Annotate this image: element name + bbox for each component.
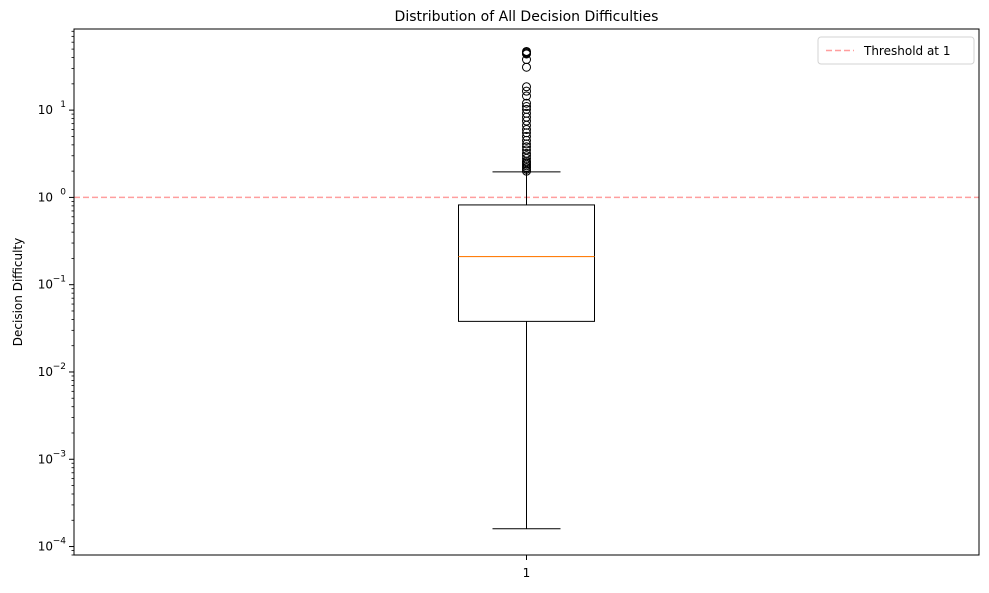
outlier-point: [522, 104, 531, 114]
y-tick-label: 10: [38, 540, 53, 554]
outlier-point: [522, 151, 531, 161]
y-tick-exponent: 1: [60, 100, 66, 110]
outlier-point: [522, 145, 531, 155]
y-tick-label: 10: [38, 365, 53, 379]
chart-title: Distribution of All Decision Difficultie…: [395, 9, 659, 25]
outlier-point: [522, 62, 531, 72]
outlier-point: [522, 142, 531, 152]
outlier-point: [522, 82, 531, 92]
outlier-point: [522, 131, 531, 141]
legend-threshold-label: Threshold at 1: [863, 44, 950, 58]
y-tick-exponent: −1: [53, 275, 66, 285]
y-tick-label: 10: [38, 103, 53, 117]
legend: Threshold at 1: [817, 36, 975, 65]
outlier-point: [522, 91, 531, 101]
legend-frame: [817, 36, 975, 65]
y-tick-label: 10: [38, 278, 53, 292]
outlier-point: [522, 148, 531, 158]
x-tick-label: 1: [523, 566, 531, 580]
y-tick-exponent: 0: [60, 187, 66, 197]
plot-area: 10 −410 −310 −210 −110 010 11: [38, 28, 980, 580]
y-tick-label: 10: [38, 190, 53, 204]
y-tick-exponent: −2: [53, 362, 66, 372]
outlier-point: [522, 102, 531, 112]
y-tick-label: 10: [38, 452, 53, 466]
outlier-point: [522, 46, 531, 56]
outlier-point: [522, 108, 531, 118]
y-axis-label: Decision Difficulty: [11, 238, 25, 346]
y-tick-exponent: −3: [53, 449, 66, 459]
outlier-point: [522, 98, 531, 108]
y-tick-exponent: −4: [53, 537, 67, 547]
iqr-box: [458, 204, 595, 322]
outlier-point: [522, 86, 531, 96]
outlier-point: [522, 128, 531, 138]
